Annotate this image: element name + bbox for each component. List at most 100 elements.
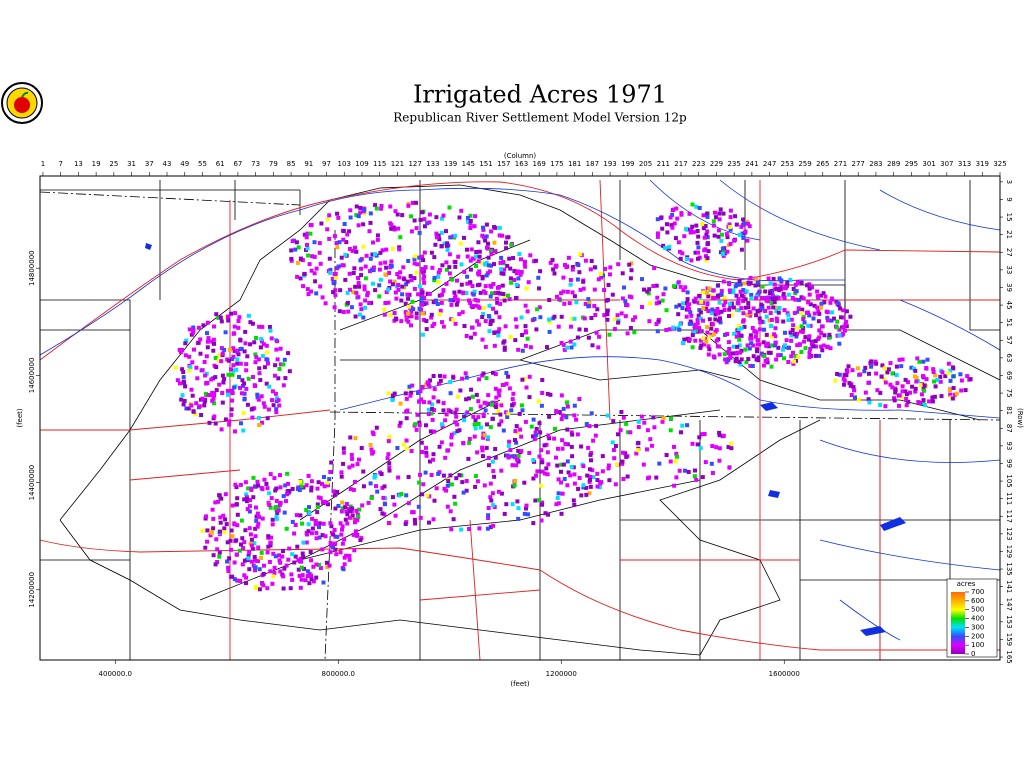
irrigated-cell [833, 378, 838, 383]
irrigated-cell [478, 290, 483, 295]
irrigated-cell [493, 249, 498, 254]
irrigated-cell [395, 272, 400, 276]
row-tick-label: 27 [1005, 248, 1013, 257]
irrigated-cell [307, 505, 311, 510]
irrigated-cell [309, 479, 314, 484]
irrigated-cell [420, 210, 425, 215]
irrigated-cell [504, 371, 509, 375]
irrigated-cell [873, 359, 878, 364]
irrigated-cell [737, 337, 742, 342]
row-tick-label: 9 [1005, 197, 1013, 201]
irrigated-cell [397, 247, 402, 252]
irrigated-cell [766, 276, 771, 281]
irrigated-cell [395, 446, 400, 450]
irrigated-cell [477, 377, 481, 382]
irrigated-cell [444, 229, 448, 234]
irrigated-cell [464, 375, 469, 380]
column-tick-label: 325 [993, 160, 1006, 168]
irrigated-cell [922, 388, 926, 393]
irrigated-cell [433, 298, 438, 303]
legend-label: 400 [971, 615, 984, 623]
irrigated-cell [755, 338, 760, 343]
irrigated-cell [493, 455, 498, 460]
irrigated-cell [219, 319, 224, 324]
irrigated-cell [250, 321, 255, 326]
irrigated-cell [205, 331, 209, 336]
irrigated-cell [453, 233, 458, 238]
irrigated-cell [387, 468, 392, 473]
irrigated-cell [574, 300, 579, 305]
irrigated-cell [496, 489, 501, 494]
irrigated-cell [665, 222, 669, 227]
irrigated-cell [627, 262, 632, 267]
irrigated-cell [486, 463, 491, 468]
irrigated-cell [265, 486, 270, 491]
irrigated-cell [201, 323, 206, 328]
irrigated-cell [749, 336, 754, 341]
irrigated-cell [837, 333, 842, 338]
irrigated-cell [600, 454, 605, 459]
irrigated-cell [439, 230, 444, 235]
irrigated-cell [903, 377, 908, 382]
irrigated-cell [498, 412, 503, 417]
column-tick-label: 19 [92, 160, 101, 168]
irrigated-cell [699, 343, 704, 348]
irrigated-cell [764, 314, 769, 319]
irrigated-cell [333, 288, 338, 293]
irrigated-cell [424, 327, 429, 332]
irrigated-cell [595, 471, 600, 476]
irrigated-cell [344, 553, 349, 558]
irrigated-cell [582, 316, 587, 321]
irrigated-cell [856, 397, 861, 402]
irrigated-cell [209, 377, 214, 382]
irrigated-cell [584, 485, 589, 490]
irrigated-cell [869, 359, 874, 364]
irrigated-cell [604, 298, 609, 303]
irrigated-cell [576, 486, 581, 491]
irrigated-cell [328, 550, 333, 555]
irrigated-cell [724, 232, 729, 237]
irrigated-cell [694, 327, 699, 332]
irrigated-cell [592, 287, 597, 292]
irrigated-cell [711, 332, 716, 337]
irrigated-cell [897, 393, 902, 398]
irrigated-cell [471, 256, 476, 261]
irrigated-cell [299, 559, 304, 564]
irrigated-cell [470, 325, 474, 330]
irrigated-cell [572, 413, 577, 418]
irrigated-cell [208, 533, 213, 538]
irrigated-cell [321, 521, 326, 526]
irrigated-cell [244, 581, 248, 586]
irrigated-cell [629, 295, 634, 300]
irrigated-cell [189, 403, 194, 408]
irrigated-cell [457, 215, 462, 220]
irrigated-cell [247, 550, 252, 555]
irrigated-cell [552, 314, 557, 319]
irrigated-cell [817, 335, 822, 340]
irrigated-cell [275, 357, 280, 362]
irrigated-cell [913, 389, 918, 394]
irrigated-cell [892, 396, 896, 401]
irrigated-cell [822, 300, 827, 305]
irrigated-cell [683, 468, 687, 473]
irrigated-cell [776, 345, 781, 350]
column-tick-label: 31 [127, 160, 136, 168]
irrigated-cell [417, 284, 422, 289]
irrigated-cell [738, 362, 743, 367]
irrigated-cell [440, 263, 445, 268]
irrigated-cell [497, 393, 502, 398]
legend-label: 300 [971, 623, 984, 631]
irrigated-cell [225, 392, 230, 397]
irrigated-cell [560, 446, 565, 451]
irrigated-cell [758, 308, 763, 313]
irrigated-cell [214, 388, 219, 393]
irrigated-cell [773, 296, 778, 301]
irrigated-cell [436, 279, 441, 284]
irrigated-cell [352, 266, 357, 271]
irrigated-cell [384, 265, 389, 270]
irrigated-cell [282, 566, 287, 571]
irrigated-cell [586, 297, 591, 302]
irrigated-cell [281, 574, 286, 579]
irrigated-cell [574, 417, 579, 422]
irrigated-cell [625, 474, 630, 479]
